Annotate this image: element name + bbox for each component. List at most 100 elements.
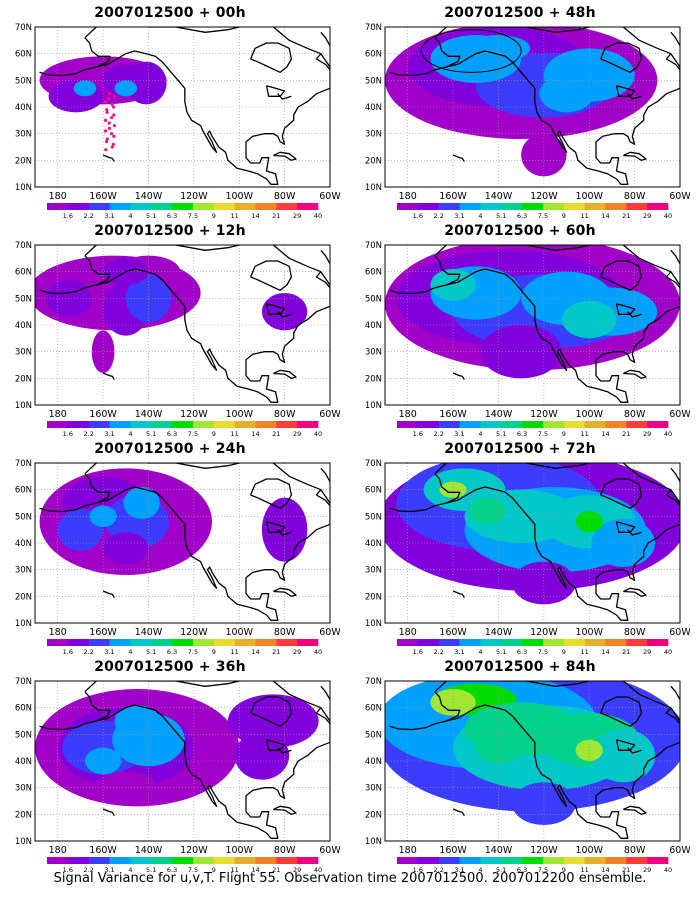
colorbar-label: 9: [562, 648, 566, 656]
colorbar-label: 11: [230, 430, 238, 438]
colorbar-label: 7.5: [538, 648, 548, 656]
lon-tick-label: 160W: [89, 409, 117, 420]
colorbar-label: 21: [622, 648, 630, 656]
colorbar-label: 40: [664, 648, 672, 656]
coastline: [615, 739, 636, 751]
colorbar-swatch: [542, 857, 565, 864]
coastline: [600, 260, 643, 291]
coastline: [102, 154, 115, 163]
colorbar-label: 21: [272, 648, 280, 656]
lon-tick-label: 180: [49, 191, 67, 202]
colorbar-swatch: [192, 203, 215, 210]
observation-point: [111, 142, 115, 146]
coastline: [670, 685, 680, 701]
lon-tick-label: 160W: [89, 191, 117, 202]
colorbar-label: 40: [664, 866, 672, 874]
coastline: [102, 372, 115, 381]
observation-point: [104, 148, 108, 152]
colorbar-label: 5.1: [496, 866, 506, 874]
lat-tick-label: 70N: [365, 241, 382, 251]
colorbar-label: 11: [580, 212, 588, 220]
colorbar-label: 6.3: [167, 648, 177, 656]
colorbar-swatch: [276, 639, 298, 646]
variance-map: 70N 60N 50N 40N 30N 20N 10N 180 160W 140W 120W 100W…: [365, 677, 690, 874]
lat-tick-label: 40N: [15, 539, 32, 549]
coastline: [39, 66, 97, 77]
colorbar-swatch: [584, 639, 606, 646]
lon-tick-label: 100W: [575, 191, 603, 202]
coastline: [452, 372, 465, 381]
colorbar-label: 3.1: [104, 430, 114, 438]
forecast-panel: 2007012500 + 72h 70N 60N 50N 40N 30N 20N 10N 180…: [350, 441, 690, 663]
colorbar-label: 3.1: [454, 212, 464, 220]
colorbar-label: 40: [314, 430, 322, 438]
lat-tick-label: 70N: [365, 23, 382, 33]
colorbar-swatch: [151, 639, 173, 646]
panel-title: 2007012500 + 48h: [444, 5, 596, 21]
colorbar-label: 2.2: [84, 430, 94, 438]
observation-point: [112, 134, 116, 138]
variance-map: 70N 60N 50N 40N 30N 20N 10N 180 160W 140W 120W 100W…: [365, 459, 690, 656]
colorbar-swatch: [417, 203, 439, 210]
colorbar-swatch: [584, 857, 606, 864]
colorbar-label: 4: [478, 430, 482, 438]
lat-tick-label: 40N: [365, 757, 382, 767]
colorbar-label: 7.5: [188, 648, 198, 656]
lat-tick-label: 30N: [365, 784, 382, 794]
variance-contour: [89, 505, 117, 527]
observation-point: [108, 92, 112, 96]
colorbar-swatch: [605, 203, 627, 210]
lon-tick-label: 180: [49, 409, 67, 420]
colorbar-swatch: [397, 857, 419, 864]
lat-tick-label: 10N: [15, 401, 32, 411]
colorbar-label: 14: [601, 212, 609, 220]
colorbar-swatch: [459, 639, 481, 646]
lat-tick-label: 20N: [365, 592, 382, 602]
coastline: [320, 685, 330, 701]
colorbar-swatch: [605, 857, 627, 864]
lat-tick-label: 50N: [15, 76, 32, 86]
lat-tick-label: 70N: [365, 677, 382, 687]
variance-contour: [562, 301, 617, 339]
coastline: [39, 502, 97, 513]
colorbar-swatch: [67, 857, 89, 864]
colorbar-label: 2.2: [434, 648, 444, 656]
forecast-panel: 2007012500 + 84h 70N 60N 50N 40N 30N 20N 10N 180…: [350, 659, 690, 881]
colorbar-swatch: [297, 203, 319, 210]
coastline: [623, 805, 647, 815]
coastline: [320, 249, 330, 265]
coastline: [600, 696, 643, 727]
coastline: [623, 369, 647, 379]
coastline: [250, 478, 293, 509]
colorbar-label: 1.6: [63, 648, 73, 656]
colorbar-swatch: [297, 639, 319, 646]
panel-title: 2007012500 + 60h: [444, 223, 596, 239]
colorbar-swatch: [522, 203, 544, 210]
observation-point: [103, 118, 108, 122]
colorbar-label: 29: [293, 430, 301, 438]
colorbar-label: 6.3: [167, 866, 177, 874]
colorbar-label: 9: [562, 866, 566, 874]
colorbar-label: 9: [562, 430, 566, 438]
lon-tick-label: 60W: [669, 845, 690, 856]
coastline: [277, 93, 292, 100]
lon-tick-label: 160W: [89, 627, 117, 638]
lon-tick-label: 140W: [485, 845, 513, 856]
colorbar-label: 4: [128, 648, 132, 656]
colorbar-swatch: [417, 421, 439, 428]
forecast-panel: 2007012500 + 24h 70N 60N 50N 40N 30N 20N 10N 180…: [0, 441, 340, 663]
colorbar-swatch: [584, 203, 606, 210]
coastline: [329, 27, 330, 29]
observation-point: [103, 129, 108, 133]
colorbar-swatch: [459, 203, 481, 210]
colorbar-label: 3.1: [104, 212, 114, 220]
colorbar-swatch: [213, 857, 235, 864]
colorbar-label: 7.5: [188, 212, 198, 220]
lat-tick-label: 40N: [15, 103, 32, 113]
lon-tick-label: 60W: [669, 409, 690, 420]
coastline: [84, 245, 330, 403]
variance-contour: [575, 511, 603, 533]
coastline: [315, 53, 330, 71]
colorbar-swatch: [276, 857, 298, 864]
lat-tick-label: 70N: [15, 677, 32, 687]
